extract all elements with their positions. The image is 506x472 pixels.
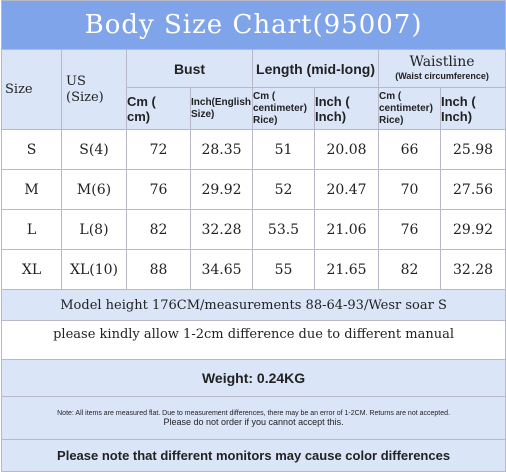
cell: 34.65 (190, 249, 253, 290)
cell: 52 (252, 169, 315, 210)
cell: 82 (126, 209, 191, 250)
unit-header: Inch(English Size) (190, 87, 253, 130)
unit-header: Cm ( centimeter) Rice) (252, 87, 315, 130)
waist-header: Waistline (Waist circumference) (377, 49, 506, 88)
cell: 53.5 (252, 209, 315, 250)
unit-header: Cm ( cm) (126, 87, 191, 130)
data-row: M M(6) 76 29.92 52 20.47 70 27.56 (1, 169, 506, 210)
size-header: Size (1, 49, 62, 130)
footer-row: please kindly allow 1-2cm difference due… (0, 320, 506, 360)
cell: 72 (126, 129, 191, 170)
cell: 27.56 (439, 169, 506, 210)
weight: Weight: 0.24KG (0, 359, 506, 397)
data-row: L L(8) 82 32.28 53.5 21.06 76 29.92 (1, 209, 506, 250)
footer-row: Model height 176CM/measurements 88-64-93… (0, 289, 506, 321)
data-row: S S(4) 72 28.35 51 20.08 66 25.98 (1, 129, 506, 170)
cell: 29.92 (439, 209, 506, 250)
cell: 66 (378, 129, 441, 170)
cell: S (1, 129, 62, 170)
cell: 51 (252, 129, 315, 170)
cell: 55 (252, 249, 315, 290)
data-row: XL XL(10) 88 34.65 55 21.65 82 32.28 (1, 249, 506, 290)
cell: 82 (378, 249, 441, 290)
footer-row: Please do not order if you cannot accept… (0, 417, 506, 440)
cell: L (1, 209, 62, 250)
cell: XL (1, 249, 62, 290)
cell: 28.35 (190, 129, 253, 170)
cell: 32.28 (190, 209, 253, 250)
cell: 70 (378, 169, 441, 210)
note-line: Note: All items are measured flat. Due t… (0, 396, 506, 417)
cell: XL(10) (61, 249, 127, 290)
cell: S(4) (61, 129, 127, 170)
title: Body Size Chart(95007) (0, 0, 506, 50)
model-note: Model height 176CM/measurements 88-64-93… (0, 289, 506, 321)
cell: 88 (126, 249, 191, 290)
cell: 29.92 (190, 169, 253, 210)
length-header: Length (mid-long) (252, 49, 379, 88)
cell: 20.47 (314, 169, 379, 210)
cell: 76 (378, 209, 441, 250)
cell: M (1, 169, 62, 210)
unit-header: Cm ( centimeter) Rice) (378, 87, 441, 130)
unit-header: Inch ( Inch) (314, 87, 379, 130)
cell: 21.65 (314, 249, 379, 290)
note-line: Please do not order if you cannot accept… (0, 417, 506, 440)
waist-note: (Waist circumference) (395, 70, 489, 81)
footer-row: Note: All items are measured flat. Due t… (0, 396, 506, 417)
cell: 21.06 (314, 209, 379, 250)
us-header: US (Size) (61, 49, 127, 130)
footer-row: Weight: 0.24KG (0, 359, 506, 397)
cell: 20.08 (314, 129, 379, 170)
cell: M(6) (61, 169, 127, 210)
cell: L(8) (61, 209, 127, 250)
bust-header: Bust (126, 49, 253, 88)
cell: 25.98 (439, 129, 506, 170)
unit-header: Inch ( Inch) (439, 87, 506, 130)
allow-note: please kindly allow 1-2cm difference due… (0, 320, 506, 360)
cell: 76 (126, 169, 191, 210)
cell: 32.28 (439, 249, 506, 290)
waist-label: Waistline (409, 53, 475, 70)
